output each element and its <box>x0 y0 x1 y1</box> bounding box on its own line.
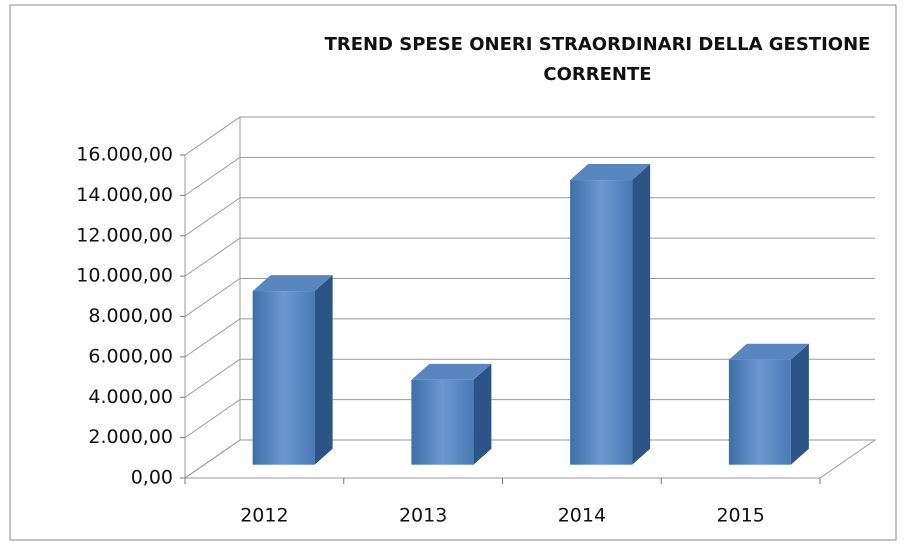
grid-line <box>184 156 875 196</box>
x-tick-label: 2015 <box>716 505 764 527</box>
bar-side <box>790 343 809 465</box>
x-tick-label: 2012 <box>240 505 288 527</box>
grid-line <box>184 439 875 479</box>
bar <box>411 379 474 465</box>
grid-line <box>184 278 875 317</box>
bar <box>570 180 633 465</box>
grid-line <box>184 116 875 156</box>
y-tick-label: 10.000,00 <box>76 265 173 287</box>
y-tick-label: 0,00 <box>131 467 173 489</box>
bar <box>728 359 791 465</box>
y-tick-label: 14.000,00 <box>76 184 173 206</box>
bar <box>252 291 315 465</box>
bar-side <box>473 363 492 465</box>
grid-line <box>184 358 875 398</box>
chart-title: TREND SPESE ONERI STRAORDINARI DELLA GES… <box>324 34 871 85</box>
x-tick-label: 2014 <box>558 505 606 527</box>
bar-top <box>728 343 809 360</box>
bar-side <box>314 275 333 465</box>
grid-line <box>184 399 875 439</box>
bar-top <box>252 275 333 292</box>
y-tick-label: 16.000,00 <box>76 144 173 166</box>
bar-top <box>570 164 651 181</box>
y-tick-label: 12.000,00 <box>76 224 173 246</box>
bar-side <box>632 164 651 465</box>
x-tick-label: 2013 <box>399 505 447 527</box>
y-tick-label: 8.000,00 <box>88 305 173 327</box>
grid-line <box>184 197 875 237</box>
y-tick-label: 6.000,00 <box>88 345 173 367</box>
y-tick-label: 4.000,00 <box>88 386 173 408</box>
grid-line <box>184 318 875 358</box>
bar-top <box>411 363 492 380</box>
grid-line <box>184 237 875 277</box>
y-tick-label: 2.000,00 <box>88 426 173 448</box>
